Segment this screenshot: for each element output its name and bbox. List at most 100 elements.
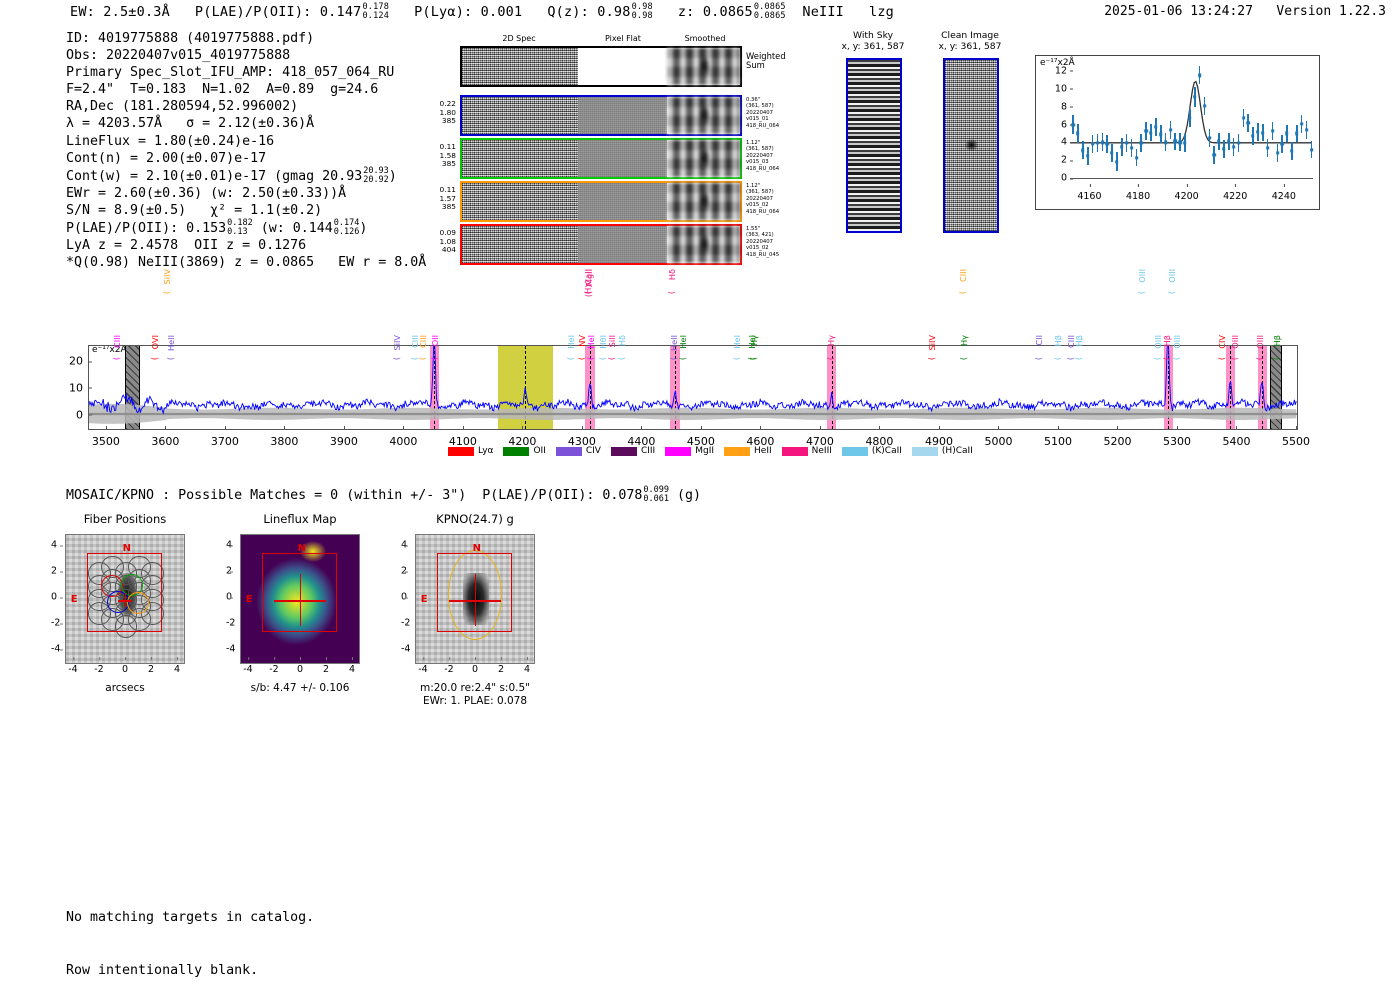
spectrum-line-label: OIII (1255, 335, 1266, 349)
flux-point (1081, 148, 1085, 152)
fiber-right-value: 1.12" (746, 140, 761, 146)
north-label: N (297, 542, 306, 554)
spectrum-line-label: Hβ (1161, 335, 1172, 347)
flux-point (1129, 146, 1134, 150)
mosaic-pre: MOSAIC/KPNO : Possible Matches = 0 (with… (66, 487, 643, 503)
spectrum-line-brace: ( (749, 357, 759, 361)
spec-col-title: 2D Spec (502, 34, 536, 43)
spectrum-line-brace: ( (1171, 357, 1181, 361)
flux-point (1105, 142, 1109, 146)
source-blob (964, 138, 979, 151)
fiber-right-value: (361, 587) (746, 146, 774, 153)
legend-swatch (724, 446, 751, 456)
north-label: N (122, 542, 131, 554)
spectrum-line-brace: ( (1216, 357, 1226, 361)
weighted-sum-strip (460, 46, 742, 87)
header-qz-lo: 0.98 (631, 10, 653, 21)
spectrum-trace (89, 346, 1297, 424)
legend-swatch (503, 446, 530, 456)
header-plae-lo: 0.124 (362, 10, 390, 21)
bottom-panel-xtick: -2 (269, 657, 279, 675)
clean-image (943, 58, 999, 233)
timestamp: 2025-01-06 13:24:27 (1104, 4, 1253, 19)
fiber-left-value: 385 (441, 159, 456, 169)
spectrum-xtick: 5000 (984, 426, 1013, 448)
legend-entry: NeIII (781, 446, 832, 456)
footer-line-1: No matching targets in catalog. (66, 910, 315, 925)
fit-plot-xtick: 4220 (1223, 184, 1248, 202)
mosaic-post: (g) (668, 487, 702, 503)
fit-plot-ytick: 2 (1060, 154, 1074, 166)
cutout-title: Clean Image (941, 30, 999, 41)
fiber-right-value: (363, 421) (746, 232, 774, 239)
legend-label: HeII (754, 446, 772, 456)
line-center-marker (434, 346, 436, 429)
flux-point (1086, 154, 1090, 158)
flux-point (1290, 149, 1294, 153)
spectrum-xtick: 5400 (1222, 426, 1251, 448)
legend-entry: (H)CaII (911, 446, 973, 456)
bottom-panel-xtick: -4 (243, 657, 253, 675)
spectrum-line-label: OIII (1137, 269, 1148, 283)
info-plae-w-hi: 0.174 (333, 217, 360, 228)
clean-image-pixels (945, 60, 997, 231)
masked-region (1270, 346, 1283, 429)
fiber-right-value: (361, 587) (746, 189, 774, 196)
spectrum-line-brace: ( (161, 291, 171, 295)
spectrum-line-brace: ( (1137, 291, 1147, 295)
fiber-left-value: 0.11 (439, 185, 456, 194)
spectrum-line-label: OII (429, 335, 440, 347)
flux-point (1256, 130, 1260, 134)
spectrum-line-label: SiII (606, 335, 617, 348)
fiber-right-value: 418_RU_064 (746, 208, 780, 215)
fiber-right-value: 20220407 (746, 238, 773, 245)
bottom-panel-xtick: -2 (94, 657, 104, 675)
bottom-panel-title: Fiber Positions (83, 512, 167, 526)
spectrum-xtick: 4400 (627, 426, 656, 448)
bottom-panel-title: KPNO(24.7) g (436, 512, 514, 526)
spectrum-xtick: 3700 (210, 426, 239, 448)
spectrum-xtick: 4300 (567, 426, 596, 448)
spectrum-line-brace: ( (392, 357, 402, 361)
fit-plot-ytick: 6 (1060, 119, 1074, 130)
spectrum-ytick: 10 (69, 381, 92, 395)
flux-point (1173, 139, 1177, 144)
bottom-panel-xtick: 2 (497, 657, 505, 675)
flux-point (1144, 129, 1148, 133)
spectrum-line-brace: ( (606, 357, 616, 361)
zero-line (1070, 178, 1313, 180)
spectrum-line-brace: ( (1255, 357, 1265, 361)
legend-label: MgII (695, 446, 715, 456)
flux-point (1149, 130, 1153, 135)
legend-label: CIII (640, 446, 656, 456)
flux-point (1227, 139, 1231, 144)
aperture-ellipse (447, 550, 503, 640)
fiber-left-value: 0.09 (439, 228, 456, 237)
fiber-spec-strip (460, 95, 742, 136)
spectrum-line-brace: ( (584, 291, 594, 295)
legend-swatch (781, 446, 808, 456)
spectrum-line-brace: ( (825, 357, 835, 361)
flux-point (1270, 129, 1275, 133)
fit-plot-unit-label: e⁻¹⁷x2Å (1040, 58, 1075, 68)
weighted-sum-label: Weighted Sum (746, 51, 786, 70)
spec-col-title: Smoothed (684, 34, 726, 43)
header-z-hi: 0.0865 (753, 2, 786, 12)
fiber-left-value: 1.58 (439, 150, 456, 160)
spectrum-line-brace: ( (957, 291, 967, 295)
line-center-marker (525, 346, 527, 429)
info-params: F=2.4" T=0.183 N=1.02 A=0.89 g=24.6 (66, 82, 379, 98)
fiber-left-labels: 0.22 1.80 385 (422, 99, 456, 126)
fit-plot-xtick: 4240 (1271, 184, 1296, 202)
info-cont-w-pre: Cont(w) = 2.10(±0.01)e-17 (gmag 20.93 (66, 168, 363, 184)
legend-swatch (665, 446, 692, 456)
full-spectrum-plot: e⁻¹⁷x2Å 0 10 20 3500 3600 3700 3800 3900 4000 410… (69, 345, 1310, 448)
spectrum-line-brace: ( (1230, 357, 1240, 361)
version-label: Version 1.22.3 (1276, 4, 1386, 19)
flux-point (1231, 145, 1236, 149)
flux-point (1236, 141, 1241, 145)
fiber-right-labels: 0.36" (361, 587) 20220407 v015_01 418_RU_064 (746, 97, 800, 129)
spectrum-xtick: 4100 (448, 426, 477, 448)
cutout-header: With Sky x, y: 361, 587 (828, 30, 918, 52)
spectrum-line-label: Hγ (825, 335, 836, 347)
